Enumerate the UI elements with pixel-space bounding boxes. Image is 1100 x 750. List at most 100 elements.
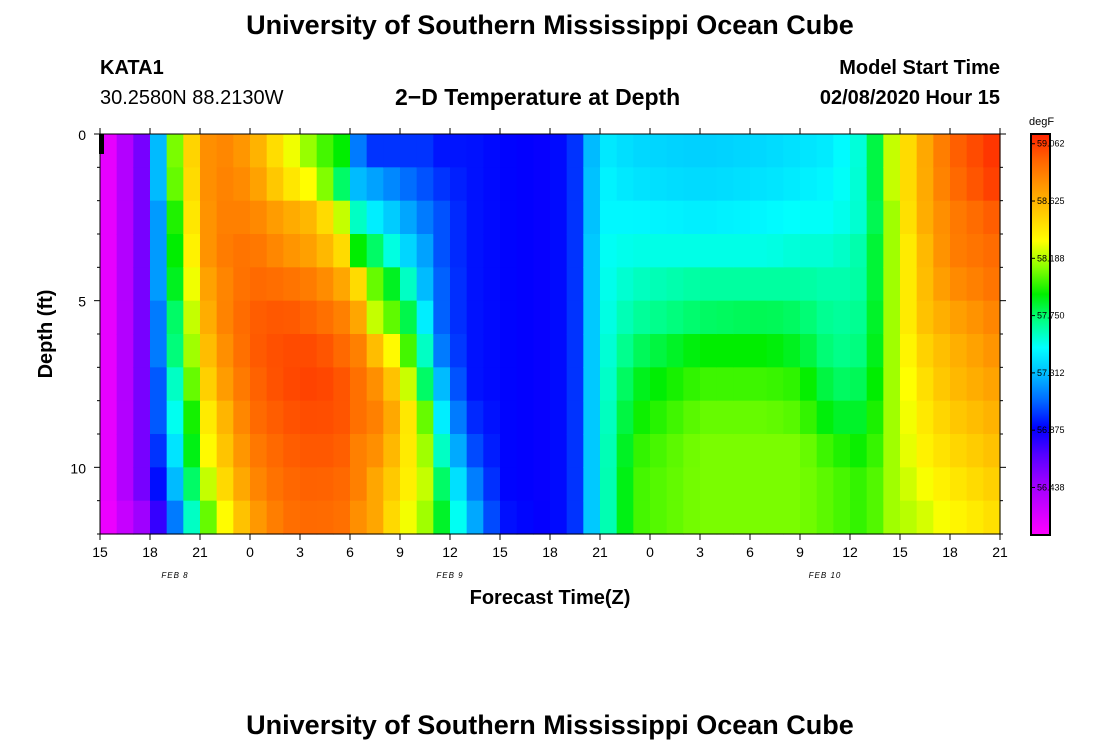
heatmap-cell — [433, 500, 451, 535]
heatmap-cell — [416, 400, 434, 435]
heatmap-cell — [983, 367, 1001, 402]
heatmap-cell — [700, 200, 718, 235]
heatmap-cell — [950, 167, 968, 202]
heatmap-cell — [133, 467, 151, 502]
heatmap-cell — [366, 467, 384, 502]
heatmap-cell — [100, 167, 118, 202]
heatmap-cell — [100, 400, 118, 435]
heatmap-cell — [400, 334, 418, 368]
heatmap-cell — [700, 234, 718, 268]
heatmap-cell — [833, 300, 851, 335]
heatmap-cell — [183, 434, 201, 468]
heatmap-cell — [350, 467, 368, 502]
heatmap-cell — [583, 234, 601, 268]
heatmap-cell — [433, 334, 451, 368]
heatmap-cell — [883, 267, 901, 302]
heatmap-cell — [616, 434, 634, 468]
heatmap-cell — [250, 367, 268, 402]
heatmap-cell — [666, 467, 684, 502]
heatmap-cell — [266, 434, 284, 468]
heatmap-cell — [800, 234, 818, 268]
heatmap-cell — [450, 500, 468, 535]
heatmap-cell — [233, 500, 251, 535]
start-marker — [99, 134, 104, 154]
heatmap-cell — [483, 300, 501, 335]
heatmap-cell — [116, 367, 134, 402]
heatmap-cell — [950, 134, 968, 168]
heatmap-cell — [133, 400, 151, 435]
heatmap-cell — [383, 467, 401, 502]
heatmap-cell — [733, 234, 751, 268]
heatmap-cell — [466, 134, 484, 168]
heatmap-cell — [650, 134, 668, 168]
heatmap-cell — [966, 200, 984, 235]
heatmap-cell — [883, 134, 901, 168]
heatmap-cell — [316, 500, 334, 535]
heatmap-cell — [800, 134, 818, 168]
heatmap-cell — [700, 300, 718, 335]
heatmap-cell — [900, 467, 918, 502]
heatmap-cell — [883, 367, 901, 402]
heatmap-cell — [850, 500, 868, 535]
heatmap-cell — [333, 200, 351, 235]
x-tick-label: 12 — [442, 544, 458, 560]
heatmap-cell — [783, 234, 801, 268]
heatmap-cell — [250, 467, 268, 502]
heatmap-cell — [400, 167, 418, 202]
heatmap-cell — [550, 500, 568, 535]
heatmap-cell — [933, 167, 951, 202]
heatmap-cell — [533, 167, 551, 202]
heatmap-cell — [166, 400, 184, 435]
heatmap-cell — [583, 167, 601, 202]
heatmap-cell — [483, 167, 501, 202]
heatmap-cell — [633, 434, 651, 468]
heatmap-cell — [383, 234, 401, 268]
heatmap-cell — [866, 234, 884, 268]
heatmap-cell — [683, 434, 701, 468]
heatmap-cell — [133, 434, 151, 468]
heatmap-cell — [416, 267, 434, 302]
heatmap-cell — [766, 467, 784, 502]
heatmap-cell — [300, 334, 318, 368]
heatmap-cell — [150, 234, 168, 268]
heatmap-cell — [983, 434, 1001, 468]
heatmap-cell — [216, 200, 234, 235]
heatmap-cell — [316, 467, 334, 502]
heatmap-cell — [833, 367, 851, 402]
heatmap-cell — [633, 500, 651, 535]
heatmap-cell — [750, 234, 768, 268]
heatmap-cell — [766, 500, 784, 535]
heatmap-cell — [866, 467, 884, 502]
heatmap-cell — [416, 500, 434, 535]
heatmap-cell — [950, 400, 968, 435]
heatmap-cell — [783, 134, 801, 168]
heatmap-cell — [683, 234, 701, 268]
heatmap-cell — [533, 300, 551, 335]
heatmap-cell — [300, 267, 318, 302]
heatmap-cell — [116, 134, 134, 168]
heatmap-cell — [483, 500, 501, 535]
heatmap-cell — [683, 300, 701, 335]
heatmap-cell — [500, 267, 518, 302]
heatmap-cell — [633, 200, 651, 235]
heatmap-cell — [566, 467, 584, 502]
heatmap-cell — [933, 234, 951, 268]
heatmap-cell — [466, 367, 484, 402]
heatmap-cell — [716, 267, 734, 302]
heatmap-cell — [350, 200, 368, 235]
heatmap-cell — [816, 234, 834, 268]
heatmap-cell — [766, 134, 784, 168]
heatmap-cell — [233, 234, 251, 268]
heatmap-cell — [333, 500, 351, 535]
heatmap-cell — [350, 267, 368, 302]
heatmap-cell — [850, 300, 868, 335]
heatmap-cell — [633, 234, 651, 268]
heatmap-cell — [700, 467, 718, 502]
heatmap-cell — [200, 500, 218, 535]
heatmap-cell — [416, 167, 434, 202]
heatmap-cell — [866, 334, 884, 368]
heatmap-cell — [800, 400, 818, 435]
heatmap-cell — [600, 267, 618, 302]
heatmap-cell — [800, 167, 818, 202]
heatmap-cell — [400, 467, 418, 502]
